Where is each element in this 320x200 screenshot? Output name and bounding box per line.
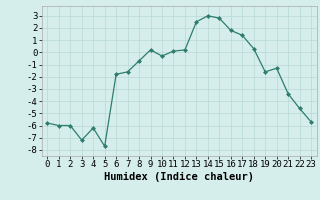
X-axis label: Humidex (Indice chaleur): Humidex (Indice chaleur) [104,172,254,182]
